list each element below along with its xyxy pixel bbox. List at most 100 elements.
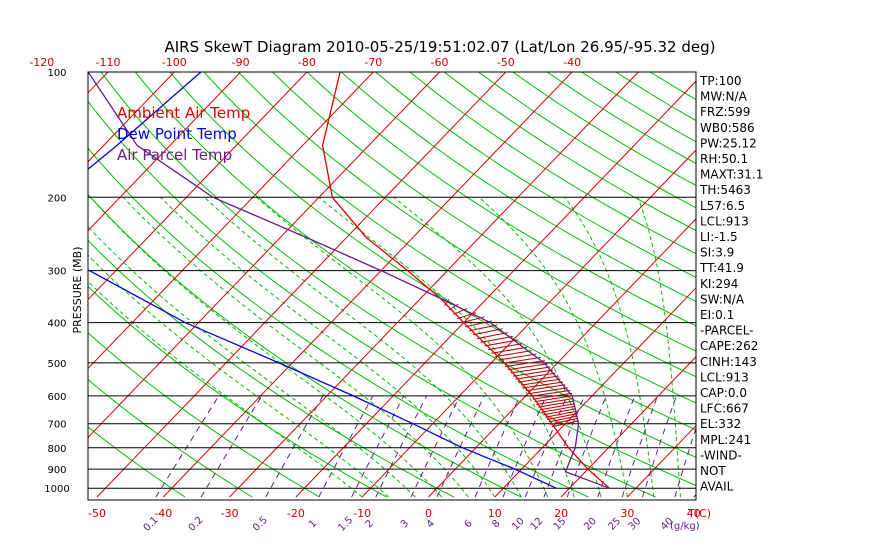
mixing-ratio-line: [474, 395, 521, 498]
pressure-tick-label: 400: [47, 319, 66, 330]
moist-adiabat: [122, 196, 469, 498]
cape-hatch-line: [480, 335, 513, 343]
bottom-temp-tick-label: 40: [687, 507, 701, 520]
dry-adiabat: [443, 72, 696, 232]
mixing-ratio-tick-label: 10: [510, 516, 527, 533]
isotherm: [88, 72, 308, 301]
cape-hatch-line: [530, 389, 571, 397]
cape-hatch-line: [505, 360, 545, 368]
plot-frame: [87, 71, 697, 501]
dry-adiabat: [203, 72, 696, 404]
legend-item: Air Parcel Temp: [117, 146, 232, 164]
cape-hatch-line: [468, 324, 498, 332]
stat-line: L57:6.5: [700, 199, 745, 213]
top-temp-tick-label: -120: [29, 56, 54, 69]
mixing-ratio-tick-label: 0.2: [187, 515, 206, 534]
stat-line: AVAIL: [700, 480, 734, 494]
cape-hatch-line: [541, 405, 576, 413]
mixing-ratio-tick-label: 6: [462, 518, 474, 530]
stat-line: -WIND-: [700, 448, 742, 462]
moist-adiabat: [204, 196, 522, 498]
dry-adiabat: [272, 72, 696, 352]
dry-adiabat: [237, 72, 696, 378]
cape-hatch-line: [523, 381, 564, 389]
stat-line: -PARCEL-: [700, 324, 754, 338]
top-temp-tick-label: -70: [364, 56, 382, 69]
isotherm: [88, 72, 175, 163]
legend-item: Ambient Air Temp: [117, 104, 250, 122]
mixing-ratio-tick-label: 20: [582, 516, 599, 533]
cape-hatch-line: [546, 413, 577, 421]
stat-line: KI:294: [700, 277, 738, 291]
y-axis-label: PRESSURE (MB): [71, 247, 84, 334]
top-temp-tick-label: -60: [431, 56, 449, 69]
mixing-ratio-line: [155, 395, 220, 498]
dry-adiabat: [88, 100, 656, 498]
stat-line: TT:41.9: [699, 261, 744, 275]
profile-line: [321, 72, 610, 489]
isotherm: [760, 72, 870, 497]
cape-hatch-line: [551, 420, 579, 428]
legend-item: Dew Point Temp: [117, 125, 237, 143]
mixing-ratio-line: [597, 395, 636, 498]
isotherm: [88, 72, 440, 439]
mixing-ratio-line: [200, 395, 263, 498]
mixing-ratio-line: [351, 395, 405, 498]
bottom-axis-unit-label: T(C): [687, 507, 711, 520]
stat-line: MW:N/A: [700, 90, 748, 104]
mixing-ratio-line: [410, 395, 461, 498]
dry-adiabat: [88, 332, 320, 498]
cape-hatch-line: [495, 350, 532, 358]
pressure-tick-label: 800: [47, 444, 66, 455]
mixing-ratio-line: [641, 395, 677, 498]
pressure-tick-label: 600: [47, 392, 66, 403]
stat-line: LCL:913: [700, 214, 749, 228]
isotherm: [361, 149, 696, 498]
isotherm: [88, 72, 241, 232]
moist-adiabat: [90, 196, 443, 498]
stat-line: PW:25.12: [700, 136, 757, 150]
stat-line: CAP:0.0: [700, 386, 747, 400]
mixing-ratio-line: [524, 395, 568, 498]
stat-line: LCL:913: [700, 370, 749, 384]
isotherm: [162, 72, 573, 498]
stat-line: CAPE:262: [700, 339, 758, 353]
pressure-tick-label: 100: [47, 68, 66, 79]
profiles: [88, 72, 610, 489]
isotherm: [88, 72, 374, 370]
mixing-ratio-line: [543, 395, 585, 498]
mixing-ratio-unit-label: (g/kg): [670, 521, 700, 532]
isotherm: [0, 72, 42, 497]
stat-line: RH:50.1: [700, 152, 748, 166]
moist-adiabat: [564, 197, 655, 498]
stat-line: SI:3.9: [700, 246, 734, 260]
bottom-temp-tick-label: -30: [221, 507, 239, 520]
dry-adiabat: [88, 378, 253, 498]
dry-adiabat: [340, 72, 696, 302]
pressure-tick-label: 900: [47, 465, 66, 476]
mixing-ratio-tick-label: 0.5: [251, 515, 270, 534]
cape-hatch-line: [534, 395, 573, 403]
dry-adiabat: [88, 147, 589, 498]
top-temp-tick-label: -50: [497, 56, 515, 69]
moist-adiabat: [256, 196, 549, 498]
cape-hatch-line: [520, 378, 561, 386]
profile-line: [88, 72, 557, 489]
moist-adiabat: [393, 196, 602, 498]
dry-adiabat: [134, 72, 696, 458]
stat-line: NOT: [700, 464, 726, 478]
cape-hatch-line: [476, 332, 508, 340]
mixing-ratio-line: [502, 395, 547, 498]
pressure-tick-label: 300: [47, 267, 66, 278]
bottom-temp-tick-label: -10: [353, 507, 371, 520]
cape-hatch-line: [443, 299, 450, 306]
legend: Ambient Air Temp Dew Point Temp Air Parcel…: [117, 104, 250, 164]
cape-hatch-line: [507, 363, 548, 371]
mixing-ratio-tick-label: 2: [364, 518, 376, 530]
dry-adiabat: [88, 426, 186, 498]
cape-hatch-line: [545, 410, 577, 418]
cape-hatch-line: [487, 343, 523, 351]
bottom-temp-tick-label: -50: [88, 507, 106, 520]
moist-adiabat: [318, 196, 575, 498]
profile-line: [88, 72, 610, 489]
